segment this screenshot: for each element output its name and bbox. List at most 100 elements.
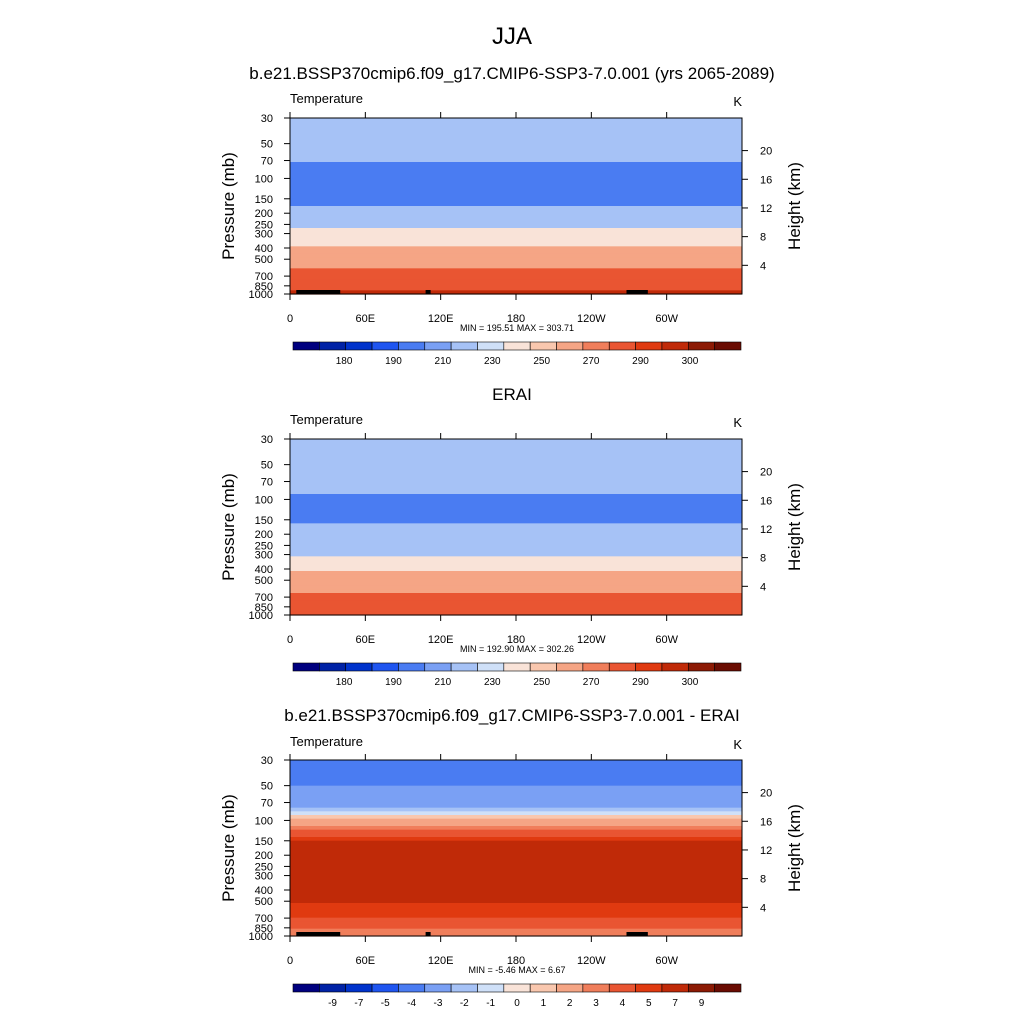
contour-band — [290, 906, 742, 911]
pressure-tick-label: 150 — [255, 194, 273, 206]
colorbar-box — [424, 983, 452, 993]
contour-band — [290, 250, 742, 255]
contour-band — [290, 859, 742, 864]
pressure-tick-label: 50 — [261, 139, 273, 151]
contour-band — [290, 468, 742, 473]
contour-band — [290, 457, 742, 462]
contour-band — [290, 129, 742, 134]
pressure-tick-label: 250 — [255, 219, 273, 231]
colorbar-box — [635, 662, 663, 672]
height-tick-label: 20 — [760, 788, 772, 800]
height-tick-label: 8 — [760, 553, 766, 565]
colorbar-label: 290 — [632, 356, 649, 367]
colorbar-label: 190 — [385, 356, 402, 367]
colorbar-label: 180 — [336, 356, 353, 367]
lon-tick-label: 120E — [428, 634, 454, 646]
contour-band — [290, 125, 742, 130]
contour-band — [290, 290, 742, 295]
terrain-block — [425, 932, 431, 936]
pressure-tick-label: 30 — [261, 755, 273, 767]
contour-band — [290, 549, 742, 554]
contour-band — [290, 439, 742, 444]
contour-band — [290, 279, 742, 284]
lon-tick-label: 180 — [507, 634, 525, 646]
colorbar-box — [371, 341, 399, 351]
pressure-tick-label: 700 — [255, 271, 273, 283]
contour-band — [290, 848, 742, 853]
contour-band — [290, 804, 742, 809]
colorbar-box — [424, 341, 452, 351]
colorbar-label: 7 — [672, 998, 678, 1009]
contour-band — [290, 917, 742, 922]
colorbar-box — [503, 983, 531, 993]
contour-band — [290, 264, 742, 269]
contour-band — [290, 903, 742, 908]
contour-band — [290, 501, 742, 506]
contour-band — [290, 862, 742, 867]
pressure-tick-label: 700 — [255, 592, 273, 604]
contour-band — [290, 143, 742, 148]
contour-band — [290, 552, 742, 557]
colorbar-box — [398, 983, 426, 993]
lon-tick-label: 0 — [287, 634, 293, 646]
pressure-tick-label: 70 — [261, 156, 273, 168]
panel-units-label: K — [733, 94, 742, 109]
colorbar-label: 9 — [699, 998, 705, 1009]
contour-band — [290, 235, 742, 240]
contour-band — [290, 833, 742, 838]
contour-band — [290, 560, 742, 565]
colorbar-box — [292, 662, 320, 672]
pressure-tick-label: 100 — [255, 815, 273, 827]
pressure-tick-label: 100 — [255, 494, 273, 506]
colorbar-box — [714, 662, 742, 672]
pressure-tick-label: 300 — [255, 871, 273, 883]
pressure-tick-label: 850 — [255, 923, 273, 935]
terrain-block — [296, 290, 341, 294]
contour-band — [290, 778, 742, 783]
contour-band — [290, 767, 742, 772]
contour-band — [290, 169, 742, 174]
colorbar-box — [529, 983, 557, 993]
contour-band — [290, 589, 742, 594]
contour-band — [290, 147, 742, 152]
contour-band — [290, 826, 742, 831]
lon-tick-label: 60W — [655, 634, 678, 646]
panel-variable-label: Temperature — [290, 734, 363, 749]
height-axis-label: Height (km) — [785, 804, 804, 892]
contour-band — [290, 231, 742, 236]
pressure-tick-label: 30 — [261, 113, 273, 125]
figure-title: JJA — [492, 23, 532, 50]
contour-band — [290, 578, 742, 583]
pressure-tick-label: 300 — [255, 229, 273, 241]
height-tick-label: 4 — [760, 902, 766, 914]
colorbar-box — [661, 662, 689, 672]
colorbar-box — [345, 983, 373, 993]
pressure-tick-label: 100 — [255, 173, 273, 185]
terrain-block — [626, 932, 648, 936]
pressure-tick-label: 200 — [255, 208, 273, 220]
colorbar-label: 3 — [593, 998, 599, 1009]
pressure-tick-label: 400 — [255, 885, 273, 897]
contour-band — [290, 191, 742, 196]
contour-band — [290, 497, 742, 502]
colorbar-box — [345, 662, 373, 672]
contour-band — [290, 851, 742, 856]
contour-band — [290, 800, 742, 805]
pressure-tick-label: 850 — [255, 281, 273, 293]
pressure-tick-label: 300 — [255, 550, 273, 562]
pressure-tick-label: 400 — [255, 564, 273, 576]
colorbar-box — [661, 341, 689, 351]
contour-band — [290, 815, 742, 820]
pressure-tick-label: 500 — [255, 896, 273, 908]
contour-band — [290, 140, 742, 145]
contour-band — [290, 165, 742, 170]
colorbar-box — [503, 662, 531, 672]
lon-tick-label: 180 — [507, 313, 525, 325]
colorbar-box — [608, 983, 636, 993]
contour-band — [290, 866, 742, 871]
pressure-tick-label: 50 — [261, 781, 273, 793]
lon-tick-label: 60W — [655, 955, 678, 967]
contour-band — [290, 837, 742, 842]
contour-band — [290, 785, 742, 790]
